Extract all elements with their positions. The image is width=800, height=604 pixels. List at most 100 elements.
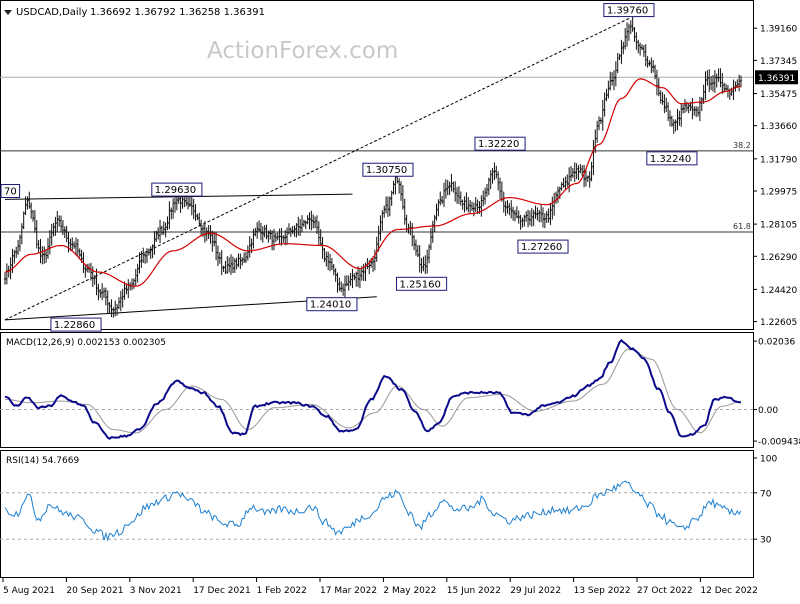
price-bar [411,223,414,247]
price-annotation-box [603,3,655,18]
price-bar [194,204,197,221]
price-bar [50,223,53,246]
price-bar [609,71,612,91]
price-bar [170,207,173,220]
price-bar [97,283,100,301]
price-bar [444,179,448,199]
price-bar [631,16,634,32]
macd-title: MACD(12,26,9) 0.002153 0.002305 [6,338,166,348]
price-bar [674,119,677,132]
price-bar [706,70,709,86]
price-bar [310,210,313,231]
price-axis-label: 1.22605 [760,318,797,328]
price-bar [218,252,222,264]
price-annotation-box [0,184,21,199]
price-bar [510,200,513,219]
price-bar [59,215,63,233]
price-bar [482,190,485,207]
symbol-label: USDCAD,Daily [16,7,87,18]
price-bar [16,240,20,255]
price-bar [607,80,610,99]
price-bar [590,161,593,182]
price-bar [227,257,231,273]
price-bar [489,170,492,190]
price-annotation: 1.25160 [396,276,448,291]
dropdown-triangle-icon[interactable] [4,10,12,15]
price-bar [433,215,436,233]
price-bar [145,248,149,264]
macd-axis-label: -0.009438 [758,438,800,448]
date-axis-label: 3 Nov 2021 [130,586,182,596]
date-axis-label: 17 Dec 2021 [193,586,251,596]
rsi-line [4,480,742,542]
price-annotation: 70 [0,184,21,199]
price-bar [629,20,632,34]
price-bar [571,167,575,179]
price-bar [448,181,451,196]
price-bar [31,209,35,222]
price-bar [255,222,259,239]
price-annotation-box [306,297,358,312]
price-bar [43,246,46,264]
price-bar [112,307,115,318]
price-bar [93,275,96,285]
price-annotation: 1.32240 [646,151,698,166]
price-bar [526,209,530,228]
price-bar [437,199,440,217]
price-bar [222,265,225,272]
ohlc-values: 1.36692 1.36792 1.36258 1.36391 [90,7,265,18]
price-bar [506,200,509,214]
price-bar [653,64,657,80]
price-bar [536,207,539,221]
current-price-badge [755,70,798,85]
price-bar [465,192,468,211]
price-bar [532,209,535,226]
price-bar [265,224,268,240]
rsi-axis-label: 30 [760,536,772,546]
price-annotation-label: 1.27260 [521,242,562,253]
price-bar [282,235,285,243]
price-bar [637,39,640,54]
price-bar [635,32,638,50]
rsi-axis-label: 70 [760,489,772,499]
price-bar [601,99,604,131]
price-bar [153,231,156,255]
price-bar [513,209,517,222]
price-bar [117,297,121,310]
rsi-panel-border [0,450,754,578]
price-bar [715,73,718,88]
price-bar [711,74,715,92]
price-bar [142,247,145,263]
price-bar [737,74,741,92]
price-bar [511,206,515,221]
price-bar [515,206,519,219]
price-axis-label: 1.28105 [760,221,797,231]
price-bar [588,171,591,188]
price-bar [668,110,672,127]
price-bar [504,201,507,216]
price-bar [401,185,405,210]
price-annotation-box [396,276,448,291]
price-annotation: 1.24010 [306,297,358,312]
price-annotation-box [517,239,569,254]
axis-layer: 1.39160 1.37345 1.35475 1.33660 1.31790 1.299… [2,25,800,596]
price-bar [28,191,31,209]
price-annotation-label: 1.32220 [478,139,519,150]
price-bar [138,252,141,274]
price-bar [618,53,621,61]
moving-average-line [4,78,742,287]
price-bar [663,94,666,114]
price-bar [493,162,496,181]
price-bar [623,28,627,50]
price-bar [399,181,403,201]
price-bar [670,115,674,127]
price-bar [226,256,229,274]
price-bar [22,211,25,230]
price-bar [678,110,681,126]
price-bar [424,255,427,275]
date-axis-label: 1 Feb 2022 [257,586,307,596]
price-bar [155,230,158,242]
price-bar [551,196,554,220]
price-bar [474,197,477,212]
price-bar [416,244,420,258]
